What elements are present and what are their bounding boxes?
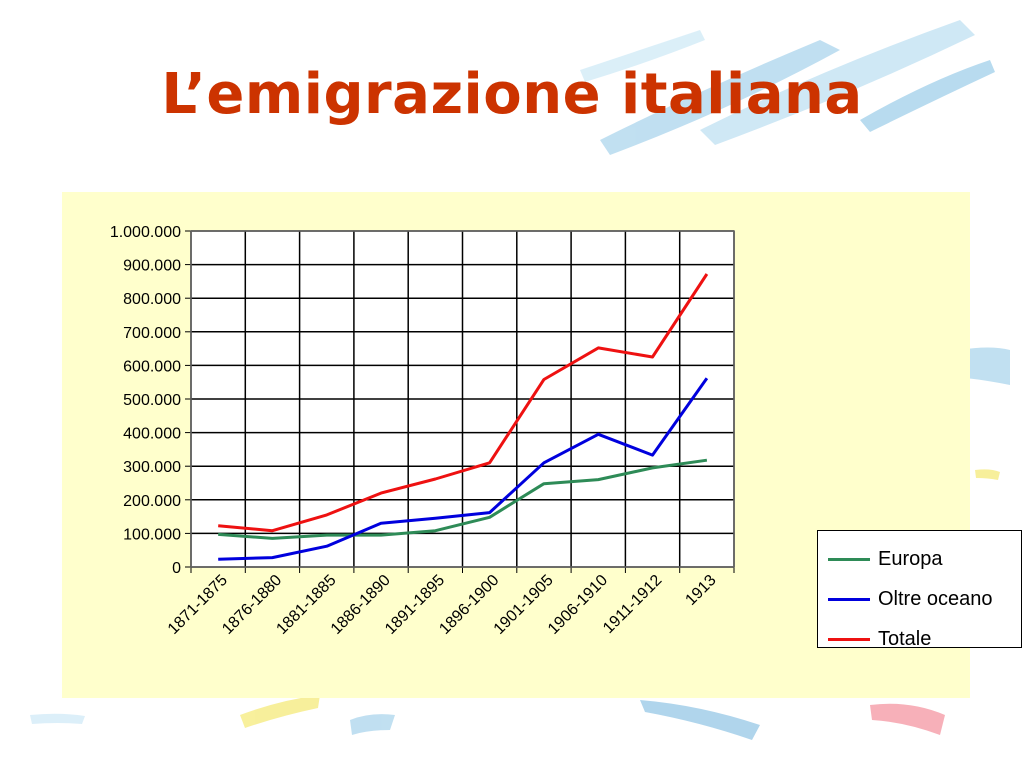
chart-series xyxy=(218,273,709,561)
legend-item-totale: Totale xyxy=(818,619,1021,659)
series-line-totale xyxy=(218,273,709,533)
legend-label-totale: Totale xyxy=(878,627,932,650)
plot-border xyxy=(190,230,735,568)
legend-label-europa: Europa xyxy=(878,547,943,570)
y-tick-label: 700.000 xyxy=(123,325,181,342)
legend-item-europa: Europa xyxy=(818,539,1021,579)
chart-grid xyxy=(185,230,735,573)
y-tick-label: 500.000 xyxy=(123,392,181,409)
chart-legend: Europa Oltre oceano Totale xyxy=(817,530,1022,650)
y-tick-label: 900.000 xyxy=(123,258,181,275)
y-tick-label: 1.000.000 xyxy=(110,224,181,241)
x-tick-label: 1913 xyxy=(682,572,719,609)
chart-panel: 0 100.000 200.000 300.000 400.000 500.000 600.… xyxy=(62,192,1022,698)
slide-title: L’emigrazione italiana xyxy=(161,62,863,127)
legend-item-oltre-oceano: Oltre oceano xyxy=(818,579,1021,619)
y-tick-label: 300.000 xyxy=(123,459,181,476)
y-tick-label: 200.000 xyxy=(123,493,181,510)
y-tick-label: 0 xyxy=(172,560,181,577)
legend-swatch-oltre-oceano xyxy=(828,597,870,601)
y-tick-label: 400.000 xyxy=(123,426,181,443)
legend-swatch-europa xyxy=(828,557,870,561)
series-line-oltre-oceano xyxy=(218,377,709,561)
x-tick-label: 1911-1912 xyxy=(600,572,665,637)
y-tick-label: 100.000 xyxy=(123,526,181,543)
y-tick-label: 600.000 xyxy=(123,358,181,375)
legend-label-oltre-oceano: Oltre oceano xyxy=(878,587,993,610)
x-tick-label: 1906-1910 xyxy=(545,572,611,638)
legend-swatch-totale xyxy=(828,637,870,641)
y-tick-label: 800.000 xyxy=(123,291,181,308)
line-chart: 0 100.000 200.000 300.000 400.000 500.000 600.… xyxy=(110,224,735,638)
x-axis-tick-labels: 1871-18751876-18801881-18851886-18901891… xyxy=(165,572,720,638)
series-line-europa xyxy=(218,458,708,540)
y-axis-tick-labels: 0 100.000 200.000 300.000 400.000 500.000 600.… xyxy=(110,224,181,577)
